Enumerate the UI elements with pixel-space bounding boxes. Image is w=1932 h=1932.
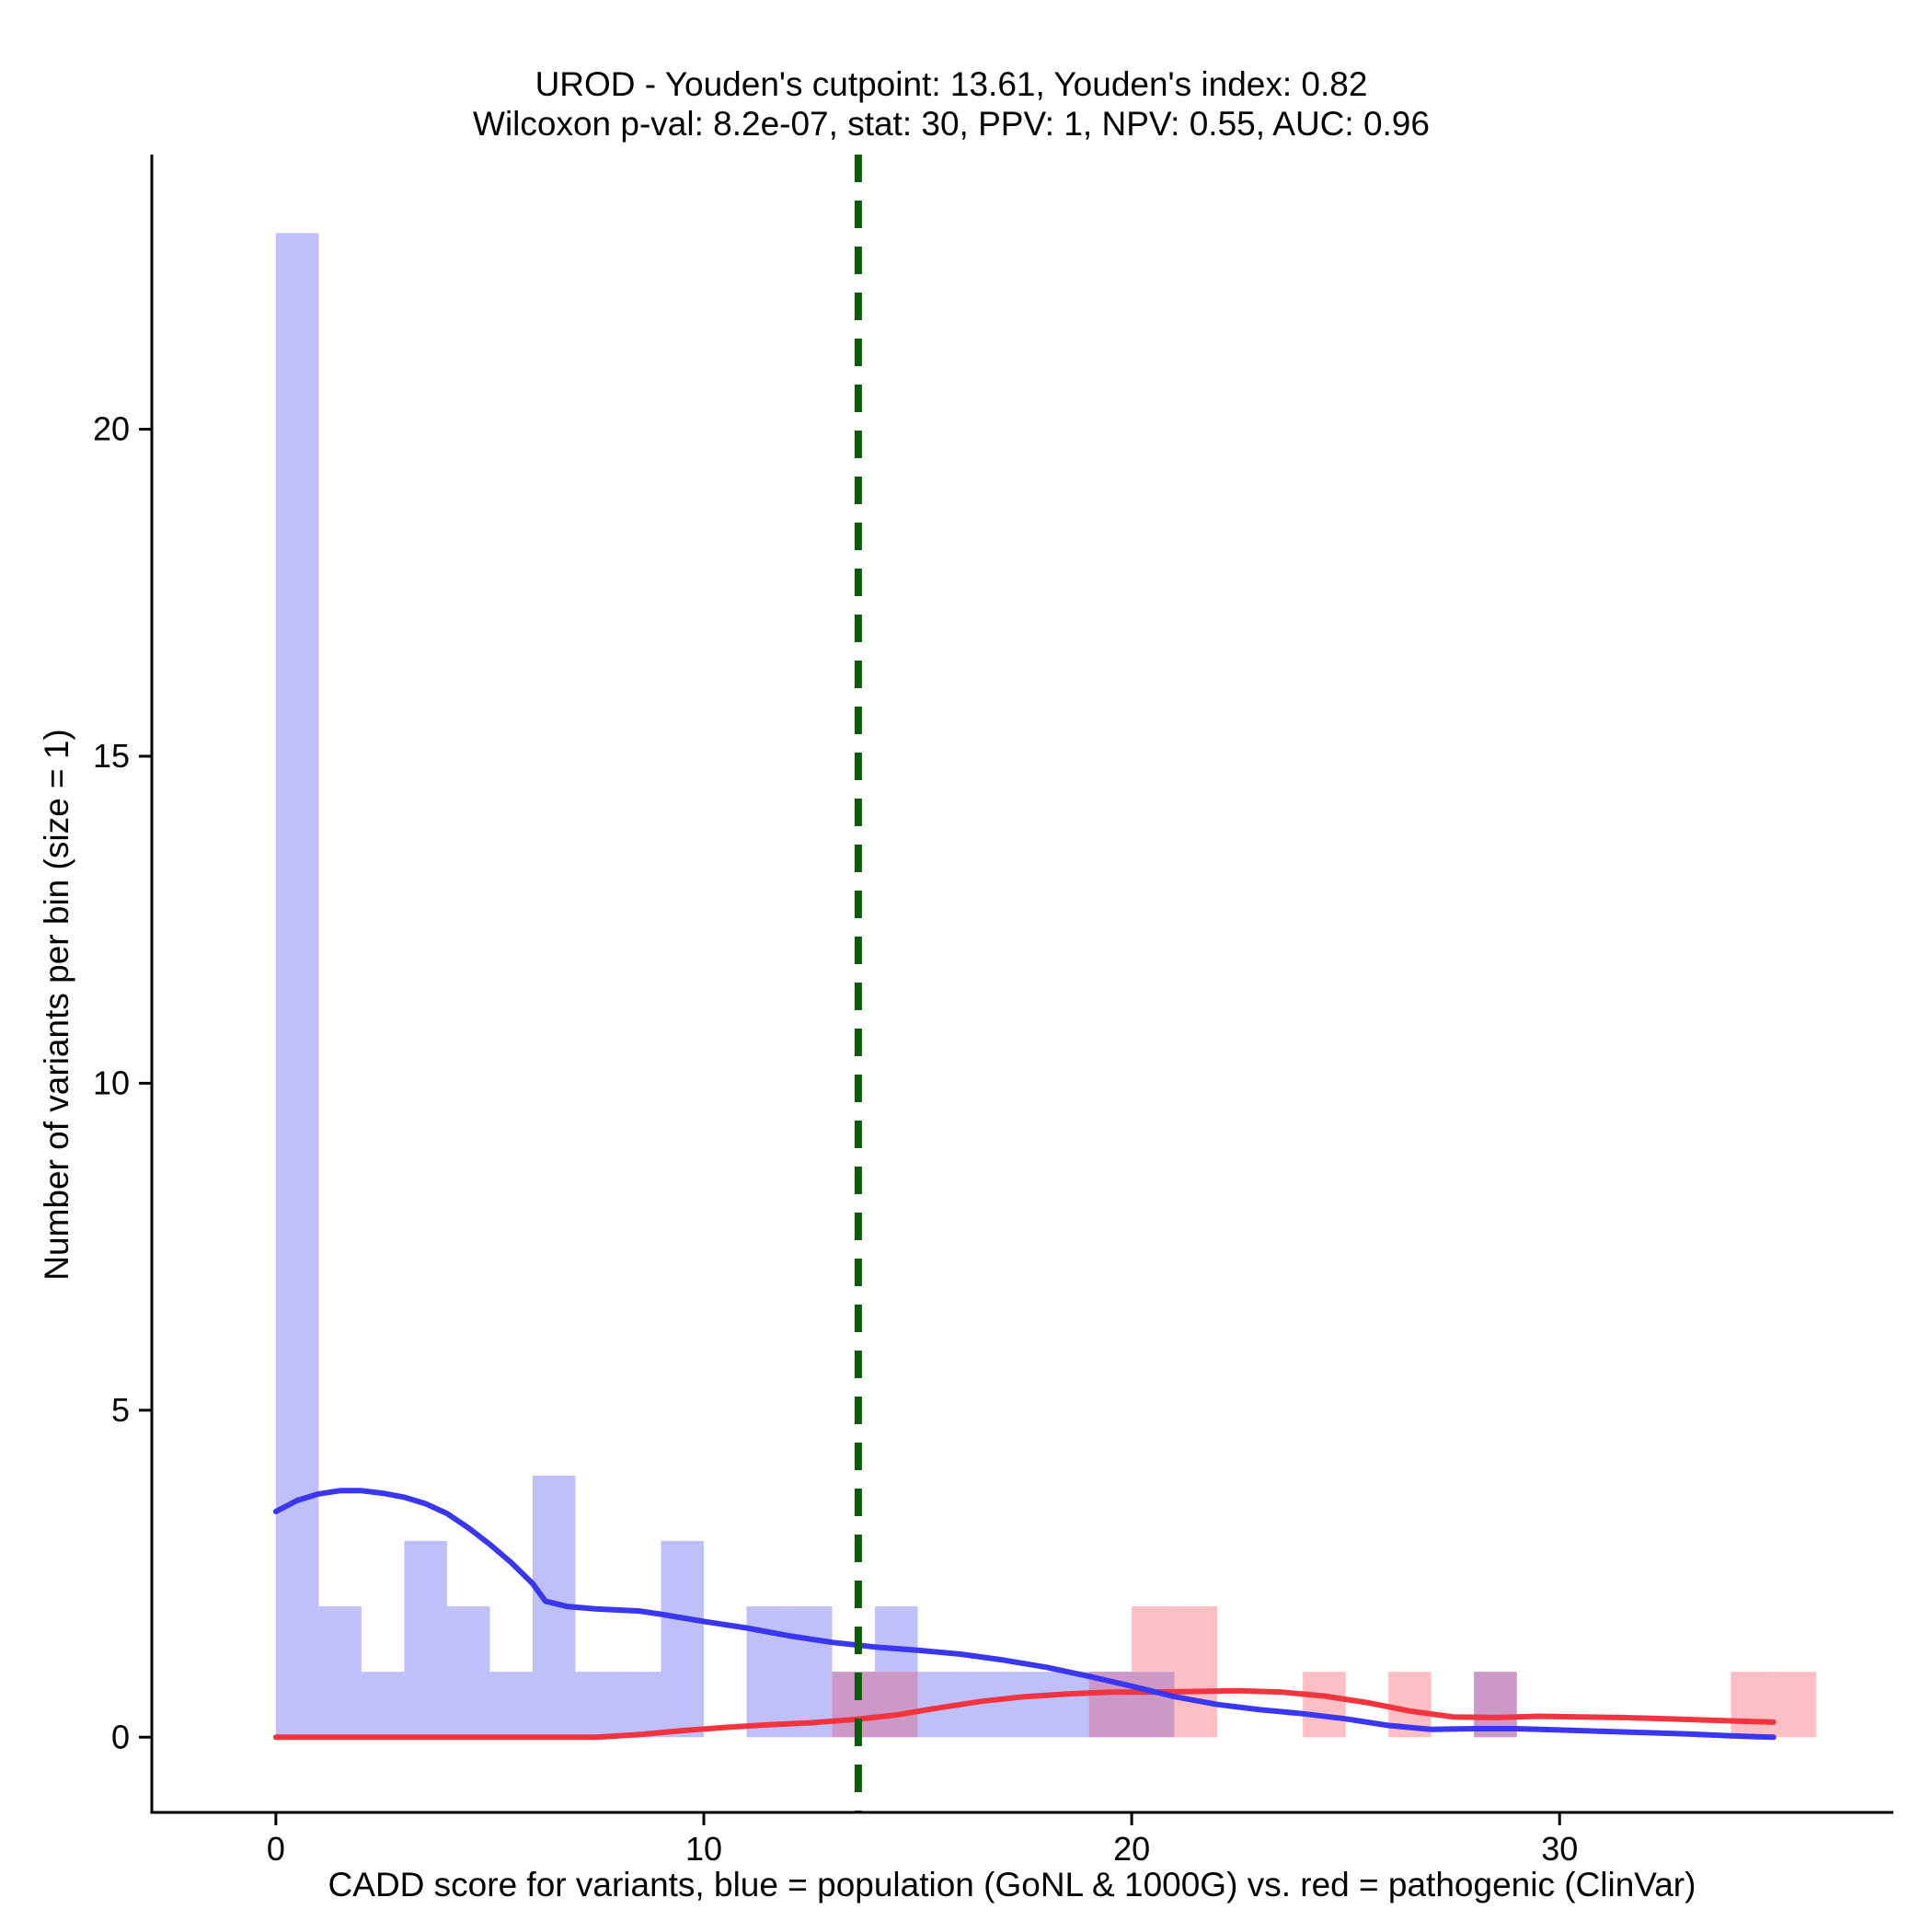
population-bar	[446, 1606, 490, 1738]
y-tick-label: 20	[93, 410, 130, 448]
x-tick-label: 30	[1541, 1830, 1578, 1868]
density-curves	[272, 1488, 1777, 1741]
pathogenic-density-line	[272, 1687, 1777, 1741]
y-axis-label: Number of variants per bin (size = 1)	[38, 729, 75, 1280]
population-bar	[404, 1540, 447, 1738]
population-bar	[617, 1672, 661, 1738]
x-tick-label: 20	[1113, 1830, 1150, 1868]
axes: 0 10 20 30 0 5 10 15 20	[93, 155, 1893, 1868]
population-bar	[361, 1672, 405, 1738]
population-bar	[789, 1606, 833, 1738]
x-tick-label: 0	[267, 1830, 285, 1868]
population-density-line	[272, 1488, 1777, 1741]
y-tick-label: 0	[111, 1718, 130, 1755]
x-axis-label: CADD score for variants, blue = populati…	[328, 1866, 1696, 1903]
pathogenic-bar	[1773, 1672, 1817, 1738]
chart-title-line1: UROD - Youden's cutpoint: 13.61, Youden'…	[535, 65, 1368, 103]
chart-title-line2: Wilcoxon p-val: 8.2e-07, stat: 30, PPV: …	[473, 105, 1430, 143]
overlap-bar	[832, 1672, 876, 1738]
x-tick-label: 10	[685, 1830, 722, 1868]
population-bar	[318, 1606, 362, 1738]
population-bar	[746, 1606, 790, 1738]
y-tick-label: 5	[111, 1391, 130, 1429]
pathogenic-bar	[1132, 1606, 1175, 1673]
overlap-bar	[875, 1672, 918, 1738]
population-bar	[1046, 1672, 1089, 1738]
pathogenic-bar	[1303, 1672, 1346, 1738]
population-bar	[275, 233, 319, 1738]
y-tick-label: 15	[93, 737, 130, 775]
population-bar	[661, 1540, 704, 1738]
y-tick-label: 10	[93, 1064, 130, 1101]
population-bar	[489, 1672, 533, 1738]
pathogenic-bar	[1731, 1672, 1774, 1738]
population-bar	[575, 1672, 618, 1738]
overlap-bar	[1132, 1672, 1175, 1738]
pathogenic-bar	[1174, 1606, 1218, 1738]
population-bar	[1003, 1672, 1047, 1738]
histogram-bars	[275, 233, 1817, 1738]
